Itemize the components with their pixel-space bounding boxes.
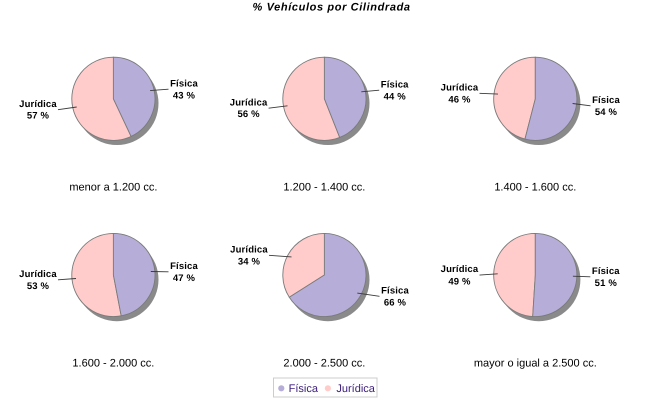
svg-text:Jurídica: Jurídica [441, 83, 479, 94]
svg-text:49 %: 49 % [448, 277, 471, 288]
svg-text:Física: Física [170, 261, 198, 272]
svg-text:Física: Física [381, 79, 409, 90]
svg-text:46 %: 46 % [448, 95, 471, 106]
svg-text:Física: Física [289, 383, 319, 395]
svg-text:Jurídica: Jurídica [230, 245, 268, 256]
svg-text:1.600 - 2.000 cc.: 1.600 - 2.000 cc. [72, 357, 154, 369]
svg-text:Jurídica: Jurídica [19, 99, 57, 110]
svg-text:54 %: 54 % [595, 107, 618, 118]
svg-text:mayor o igual a 2.500 cc.: mayor o igual a 2.500 cc. [474, 357, 597, 369]
svg-text:Física: Física [170, 78, 198, 89]
svg-text:51 %: 51 % [595, 278, 618, 289]
svg-text:66 %: 66 % [384, 298, 407, 309]
svg-text:2.000 - 2.500 cc.: 2.000 - 2.500 cc. [283, 357, 365, 369]
svg-text:Jurídica: Jurídica [230, 98, 268, 109]
svg-text:47 %: 47 % [173, 273, 196, 284]
svg-text:Jurídica: Jurídica [441, 264, 479, 275]
svg-text:57 %: 57 % [27, 111, 50, 122]
svg-text:43 %: 43 % [173, 90, 196, 101]
svg-text:Física: Física [592, 95, 620, 106]
svg-text:menor a 1.200 cc.: menor a 1.200 cc. [69, 181, 157, 193]
svg-text:44 %: 44 % [384, 91, 407, 102]
svg-text:Física: Física [381, 286, 409, 297]
svg-text:Jurídica: Jurídica [336, 383, 375, 395]
svg-text:Jurídica: Jurídica [19, 269, 57, 280]
svg-text:53 %: 53 % [27, 281, 50, 292]
svg-text:Física: Física [592, 266, 620, 277]
svg-text:% Vehículos por Cilindrada: % Vehículos por Cilindrada [253, 2, 411, 14]
svg-text:1.400 - 1.600 cc.: 1.400 - 1.600 cc. [494, 181, 576, 193]
svg-text:34 %: 34 % [238, 257, 261, 268]
svg-text:56 %: 56 % [237, 109, 260, 120]
svg-text:1.200 - 1.400 cc.: 1.200 - 1.400 cc. [283, 181, 365, 193]
